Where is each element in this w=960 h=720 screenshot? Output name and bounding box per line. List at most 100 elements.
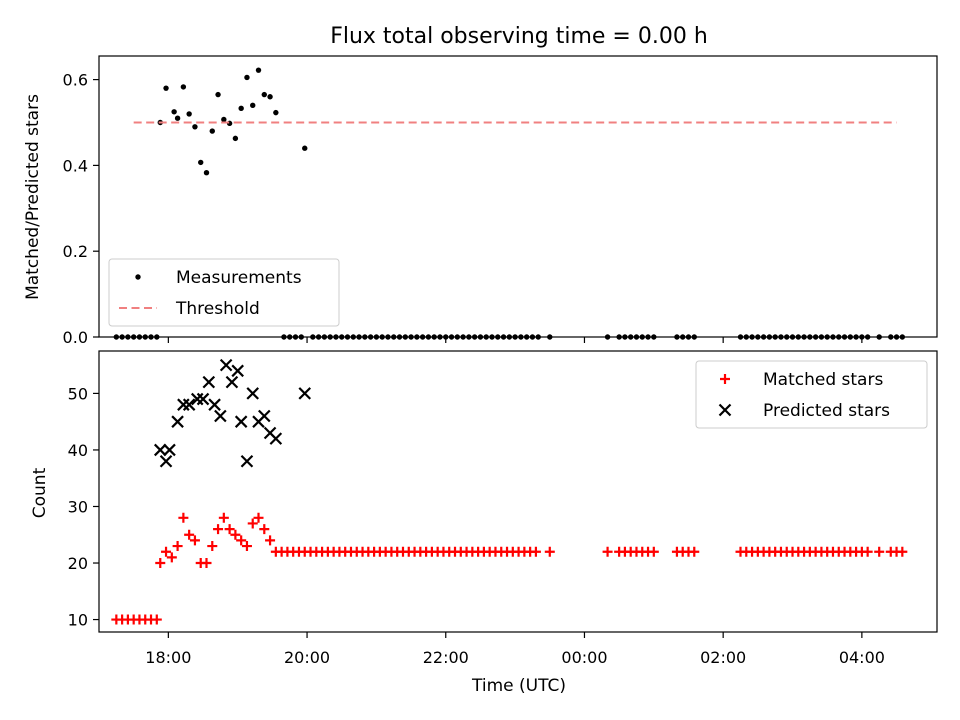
series-predicted-stars [153, 358, 312, 468]
data-point [151, 614, 162, 625]
x-tick-label: 20:00 [284, 648, 330, 667]
data-point [219, 358, 233, 372]
data-point [689, 546, 700, 557]
data-point [166, 552, 177, 563]
data-point [192, 124, 198, 130]
data-point [874, 546, 885, 557]
data-point [648, 546, 659, 557]
data-point [198, 159, 204, 166]
x-tick-label: 18:00 [145, 648, 191, 667]
data-point [224, 524, 235, 535]
data-point [259, 524, 270, 535]
legend-label: Matched stars [763, 370, 883, 390]
data-point [230, 529, 241, 540]
data-point [171, 109, 177, 115]
data-point [225, 375, 239, 389]
data-point [241, 541, 252, 552]
data-point [184, 529, 195, 540]
data-point [261, 91, 267, 98]
legend-label: Predicted stars [763, 401, 890, 421]
data-point [161, 546, 172, 557]
data-point [201, 558, 212, 569]
y-tick-label: 0.6 [63, 71, 88, 90]
y-tick-label: 0.0 [63, 328, 88, 347]
data-point [530, 546, 541, 557]
x-tick-label: 02:00 [700, 648, 746, 667]
data-point [302, 145, 308, 151]
data-point [172, 541, 183, 552]
data-point [189, 535, 200, 546]
legend-label: Measurements [176, 268, 302, 288]
legend-swatch [135, 274, 141, 280]
data-point [180, 84, 187, 90]
data-point [202, 375, 216, 389]
data-point [214, 409, 227, 423]
legend: Matched stars Predicted stars [695, 360, 928, 429]
panel-1: 10 20 30 40 50 18:00 20:00 22:00 00:00 02:00 04:00… [68, 350, 938, 667]
data-point [207, 541, 218, 552]
data-point [218, 512, 229, 523]
legend: Measurements Threshold [108, 258, 340, 327]
data-point [163, 85, 169, 91]
data-point [236, 535, 247, 546]
data-point [234, 415, 248, 428]
data-point [250, 102, 256, 109]
data-point [253, 512, 264, 523]
data-point [862, 546, 873, 557]
data-point [298, 387, 312, 400]
legend-swatch [718, 403, 732, 417]
x-tick-label: 00:00 [561, 648, 607, 667]
data-point [153, 443, 167, 457]
data-point [177, 398, 190, 411]
y-tick-label: 0.4 [63, 156, 88, 175]
y-tick-label: 30 [68, 497, 88, 516]
data-point [182, 398, 196, 411]
legend-box [695, 360, 928, 429]
top-y-axis-label: Matched/Predicted stars [23, 94, 43, 300]
data-point [232, 135, 239, 142]
plot-frame [98, 55, 938, 338]
data-point [215, 91, 221, 98]
legend-box [108, 258, 340, 327]
data-point [238, 105, 244, 112]
data-point [209, 128, 215, 134]
data-point [247, 518, 258, 529]
data-point [602, 546, 613, 557]
data-point [897, 546, 908, 557]
data-point [246, 387, 260, 400]
y-tick-label: 40 [68, 441, 88, 460]
series-matched-stars [111, 512, 908, 625]
plot-frame [98, 350, 938, 633]
data-point [265, 535, 276, 546]
data-point [171, 415, 184, 428]
data-point [208, 398, 221, 411]
data-point [244, 74, 250, 81]
y-tick-label: 20 [68, 554, 88, 573]
y-tick-label: 50 [68, 384, 88, 403]
data-point [203, 169, 210, 176]
x-tick-label: 04:00 [839, 648, 885, 667]
data-point [213, 524, 224, 535]
data-point [273, 109, 279, 116]
data-point [544, 546, 555, 557]
data-point [267, 94, 273, 100]
data-point [221, 116, 227, 123]
legend-swatch [720, 374, 730, 384]
data-point [159, 454, 173, 468]
x-tick-label: 22:00 [423, 648, 469, 667]
data-point [231, 364, 244, 378]
data-point [196, 392, 210, 406]
y-tick-label: 10 [68, 611, 88, 630]
panel-0: 0.0 0.2 0.4 0.6 Measurements Threshold [63, 55, 938, 347]
data-point [174, 115, 181, 121]
data-point [163, 443, 176, 457]
x-axis-label: Time (UTC) [471, 676, 566, 696]
data-point [178, 512, 189, 523]
bottom-y-axis-label: Count [30, 467, 50, 518]
chart-title: Flux total observing time = 0.00 h [330, 24, 708, 49]
data-point [258, 409, 271, 423]
data-point [155, 558, 166, 569]
legend-label: Threshold [175, 299, 260, 319]
data-point [186, 111, 192, 117]
